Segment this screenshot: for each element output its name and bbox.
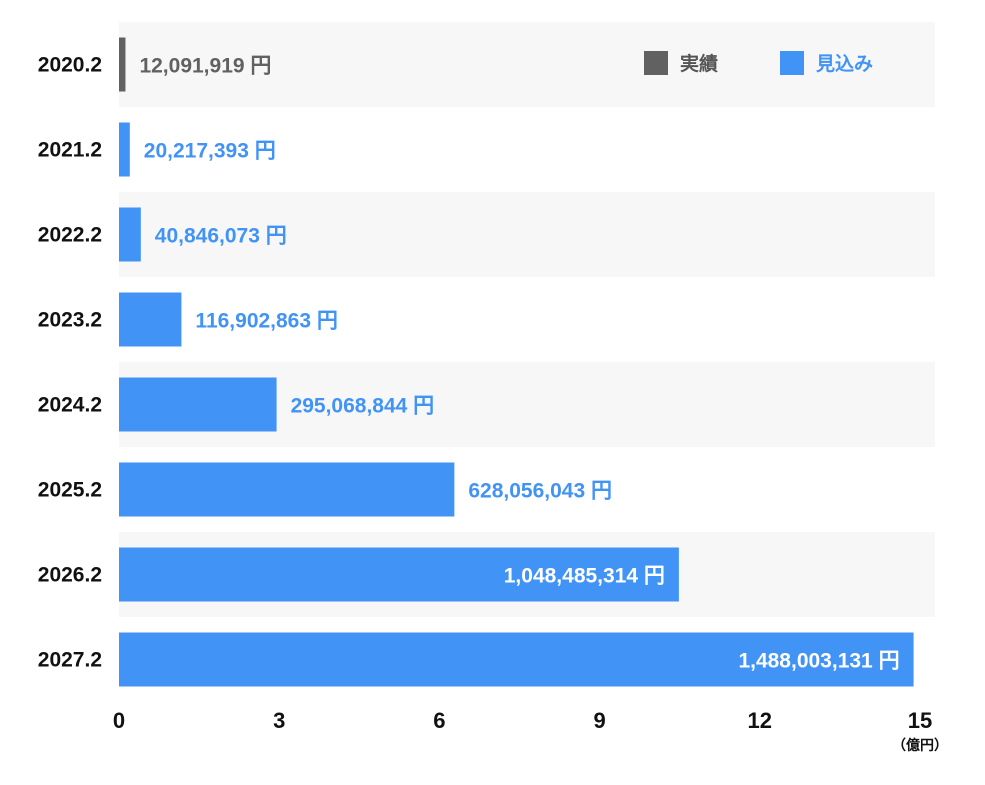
category-label: 2024.2 — [38, 394, 102, 417]
value-label: 116,902,863 円 — [195, 310, 337, 333]
legend-swatch-actual — [644, 51, 668, 75]
value-label: 1,048,485,314 円 — [504, 565, 665, 588]
bar-2025.2 — [119, 462, 455, 517]
category-label: 2023.2 — [38, 309, 102, 332]
category-label: 2025.2 — [38, 479, 102, 502]
category-labels: 2020.2 2021.2 2022.2 2023.2 2024.2 2025.2 2026… — [38, 54, 102, 672]
value-label: 295,068,844 円 — [291, 395, 435, 418]
legend: 実績 見込み — [644, 51, 873, 75]
bars — [119, 37, 914, 687]
value-label: 12,091,919 円 — [139, 55, 271, 78]
bar-2026.2 — [119, 547, 679, 602]
x-tick-label: 9 — [593, 708, 605, 733]
value-labels: 12,091,919 円 20,217,393 円 40,846,073 円 116,… — [139, 55, 899, 673]
row-stripes — [119, 22, 935, 617]
x-axis-unit-label: （億円） — [892, 737, 948, 754]
category-label: 2026.2 — [38, 564, 102, 587]
legend-swatch-forecast — [780, 51, 804, 75]
value-label: 1,488,003,131 円 — [738, 650, 899, 673]
x-tick-label: 0 — [113, 708, 125, 733]
category-label: 2021.2 — [38, 139, 102, 162]
x-tick-label: 3 — [273, 708, 285, 733]
x-tick-label: 15 — [908, 708, 932, 733]
category-label: 2022.2 — [38, 224, 102, 247]
bar-2024.2 — [119, 377, 277, 432]
category-label: 2027.2 — [38, 649, 102, 672]
row-stripe — [119, 192, 935, 277]
bar-2022.2 — [119, 207, 141, 262]
legend-label-actual: 実績 — [680, 52, 718, 75]
x-tick-label: 6 — [433, 708, 445, 733]
bar-2020.2 — [119, 37, 126, 92]
bar-2023.2 — [119, 292, 182, 347]
x-axis-ticks: 0 3 6 9 12 15 — [113, 708, 932, 733]
legend-label-forecast: 見込み — [816, 53, 873, 75]
category-label: 2020.2 — [38, 54, 102, 77]
value-label: 628,056,043 円 — [468, 480, 612, 503]
value-label: 40,846,073 円 — [155, 225, 287, 248]
bar-2021.2 — [119, 122, 130, 177]
value-label: 20,217,393 円 — [144, 140, 276, 163]
bar-2027.2 — [119, 632, 914, 687]
x-tick-label: 12 — [748, 708, 772, 733]
